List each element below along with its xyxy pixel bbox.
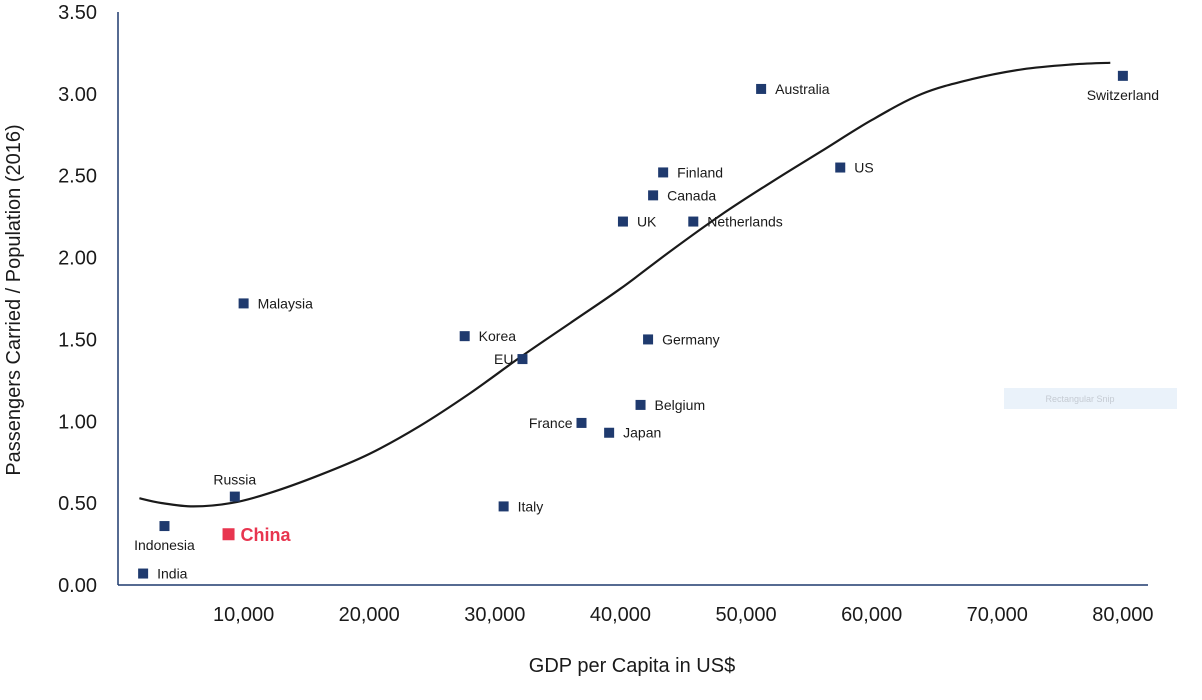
- x-tick-label: 60,000: [841, 604, 902, 626]
- y-tick-label: 3.50: [58, 2, 97, 24]
- point-label-uk: UK: [637, 214, 657, 230]
- point-label-france: France: [529, 415, 573, 431]
- x-tick-label: 50,000: [715, 604, 776, 626]
- y-tick-label: 0.50: [58, 493, 97, 515]
- point-label-germany: Germany: [662, 331, 720, 347]
- point-label-russia: Russia: [213, 472, 256, 488]
- point-label-japan: Japan: [623, 425, 661, 441]
- x-tick-label: 20,000: [339, 604, 400, 626]
- trend-curve-layer: [139, 61, 1111, 508]
- y-axis-title: Passengers Carried / Population (2016): [3, 124, 25, 475]
- rectangular-snip-overlay[interactable]: Rectangular Snip: [1004, 388, 1177, 409]
- point-marker-switzerland: [1117, 70, 1128, 81]
- point-marker-italy: [498, 501, 509, 512]
- point-label-malaysia: Malaysia: [258, 295, 313, 311]
- point-marker-netherlands: [688, 216, 699, 227]
- point-marker-germany: [643, 334, 654, 345]
- point-label-switzerland: Switzerland: [1087, 87, 1159, 103]
- point-marker-eu: [517, 354, 528, 365]
- data-points-layer: India Indonesia China Russia Malaysia Korea EU…: [134, 70, 1159, 582]
- point-label-us: US: [854, 160, 873, 176]
- y-tick-label: 0.00: [58, 575, 97, 597]
- x-tick-label: 40,000: [590, 604, 651, 626]
- point-label-finland: Finland: [677, 164, 723, 180]
- point-marker-australia: [756, 83, 767, 94]
- point-label-china: China: [241, 525, 292, 545]
- point-label-indonesia: Indonesia: [134, 537, 195, 553]
- point-marker-us: [835, 162, 846, 173]
- x-axis-title: GDP per Capita in US$: [529, 655, 735, 677]
- point-label-canada: Canada: [667, 187, 716, 203]
- point-label-australia: Australia: [775, 81, 830, 97]
- trend-curve: [139, 61, 1111, 508]
- point-label-netherlands: Netherlands: [707, 214, 783, 230]
- snip-label: Rectangular Snip: [1045, 394, 1114, 404]
- y-tick-label: 1.50: [58, 329, 97, 351]
- point-marker-uk: [617, 216, 628, 227]
- point-marker-france: [576, 417, 587, 428]
- point-marker-canada: [648, 190, 659, 201]
- point-label-korea: Korea: [479, 328, 517, 344]
- snip-box: [1004, 388, 1177, 409]
- x-tick-label: 30,000: [464, 604, 525, 626]
- point-marker-russia: [229, 491, 240, 502]
- point-marker-indonesia: [159, 521, 170, 532]
- x-tick-label: 70,000: [967, 604, 1028, 626]
- chart-axes: 10,000 20,000 30,000 40,000 50,000 60,000 70,0…: [58, 2, 1153, 626]
- point-marker-belgium: [635, 399, 646, 410]
- point-label-belgium: Belgium: [655, 397, 706, 413]
- x-tick-label: 80,000: [1092, 604, 1153, 626]
- y-tick-label: 2.50: [58, 166, 97, 188]
- point-label-italy: Italy: [518, 498, 544, 514]
- y-tick-label: 3.00: [58, 84, 97, 106]
- y-tick-label: 2.00: [58, 248, 97, 270]
- point-marker-china: [222, 528, 235, 541]
- x-tick-label: 10,000: [213, 604, 274, 626]
- y-tick-label: 1.00: [58, 411, 97, 433]
- point-marker-finland: [658, 167, 669, 178]
- point-marker-japan: [604, 427, 615, 438]
- point-marker-malaysia: [238, 298, 249, 309]
- point-label-eu: EU: [494, 351, 513, 367]
- point-label-india: India: [157, 566, 188, 582]
- point-marker-korea: [459, 331, 470, 342]
- point-marker-india: [138, 568, 149, 579]
